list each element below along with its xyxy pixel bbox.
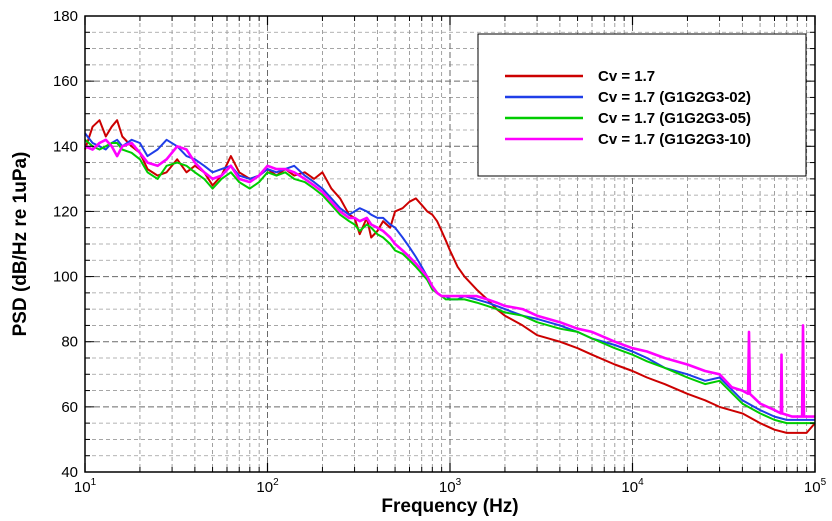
series-layer — [84, 119, 816, 434]
y-tick-label: 60 — [61, 399, 78, 416]
x-tick-label-exponent: 1 — [91, 477, 97, 488]
x-tick-label: 104 — [621, 477, 644, 496]
y-tick-label: 40 — [61, 464, 78, 481]
x-tick-labels: 101 102 103 104 105 — [74, 477, 827, 496]
axis-ticks — [84, 15, 816, 473]
legend-box — [477, 33, 807, 177]
y-tick-label: 120 — [53, 203, 78, 220]
series-line-3 — [84, 139, 815, 425]
y-tick-label: 140 — [53, 138, 78, 155]
x-tick-label-exponent: 2 — [273, 477, 279, 488]
x-axis-title: Frequency (Hz) — [381, 496, 518, 517]
x-tick-label: 102 — [256, 477, 279, 496]
legend-label: Cv = 1.7 — [598, 68, 655, 85]
x-tick-label-base: 10 — [256, 479, 273, 496]
legend-label: Cv = 1.7 (G1G2G3-02) — [598, 89, 751, 106]
x-tick-label-exponent: 4 — [638, 477, 644, 488]
legend: Cv = 1.7 Cv = 1.7 (G1G2G3-02) Cv = 1.7 (G1… — [477, 33, 807, 177]
legend-label: Cv = 1.7 (G1G2G3-10) — [598, 131, 751, 148]
x-tick-label: 103 — [439, 477, 462, 496]
series-line-4 — [84, 138, 815, 418]
y-tick-label: 80 — [61, 334, 78, 351]
x-tick-label-base: 10 — [621, 479, 638, 496]
x-tick-label-exponent: 3 — [456, 477, 462, 488]
x-tick-label: 101 — [74, 477, 97, 496]
legend-label: Cv = 1.7 (G1G2G3-05) — [598, 110, 751, 127]
x-tick-label-exponent: 5 — [821, 477, 827, 488]
y-tick-label: 160 — [53, 73, 78, 90]
x-tick-label-base: 10 — [74, 479, 91, 496]
x-tick-label-base: 10 — [804, 479, 821, 496]
y-tick-label: 100 — [53, 269, 78, 286]
y-tick-labels: 40 60 80 100 120 140 160 180 — [53, 8, 78, 481]
y-tick-label: 180 — [53, 8, 78, 25]
x-tick-label: 105 — [804, 477, 827, 496]
series-line-2 — [84, 132, 815, 421]
x-tick-label-base: 10 — [439, 479, 456, 496]
y-axis-title: PSD (dB/Hz re 1uPa) — [10, 152, 31, 337]
